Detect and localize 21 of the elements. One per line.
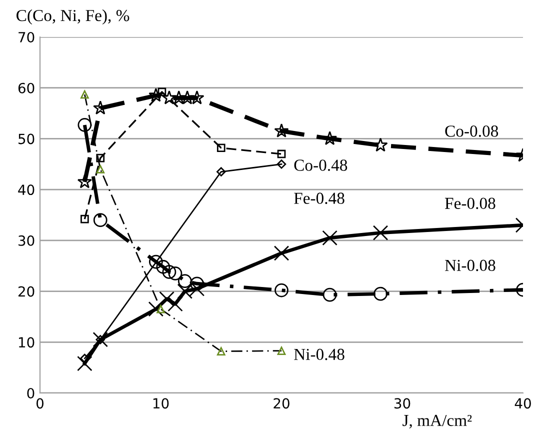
x-axis-title: J, mA/cm² xyxy=(402,414,472,428)
x-tick-label: 30 xyxy=(394,398,410,409)
y-tick-label: 10 xyxy=(18,337,34,348)
x-tick-label: 0 xyxy=(36,398,44,409)
series-label: Co-0.48 xyxy=(294,160,348,171)
x-tick-label: 40 xyxy=(514,398,531,409)
x-tick-label: 20 xyxy=(274,398,290,409)
series-label: Ni-0.48 xyxy=(294,348,344,360)
y-axis-title: C(Co, Ni, Fe), % xyxy=(16,9,130,25)
series-label: Fe-0.08 xyxy=(444,198,496,210)
series-label: Fe-0.48 xyxy=(294,192,344,204)
y-tick-label: 70 xyxy=(18,32,34,42)
y-tick-label: 40 xyxy=(18,184,34,196)
y-tick-label: 50 xyxy=(18,134,34,144)
series-label: Co-0.08 xyxy=(445,126,498,137)
y-tick-label: 0 xyxy=(27,388,34,398)
y-tick-label: 20 xyxy=(18,286,34,297)
x-tick-label: 10 xyxy=(153,398,169,409)
y-tick-label: 60 xyxy=(18,82,34,94)
y-tick-label: 30 xyxy=(18,235,34,246)
series-label: Ni-0.08 xyxy=(444,260,496,272)
